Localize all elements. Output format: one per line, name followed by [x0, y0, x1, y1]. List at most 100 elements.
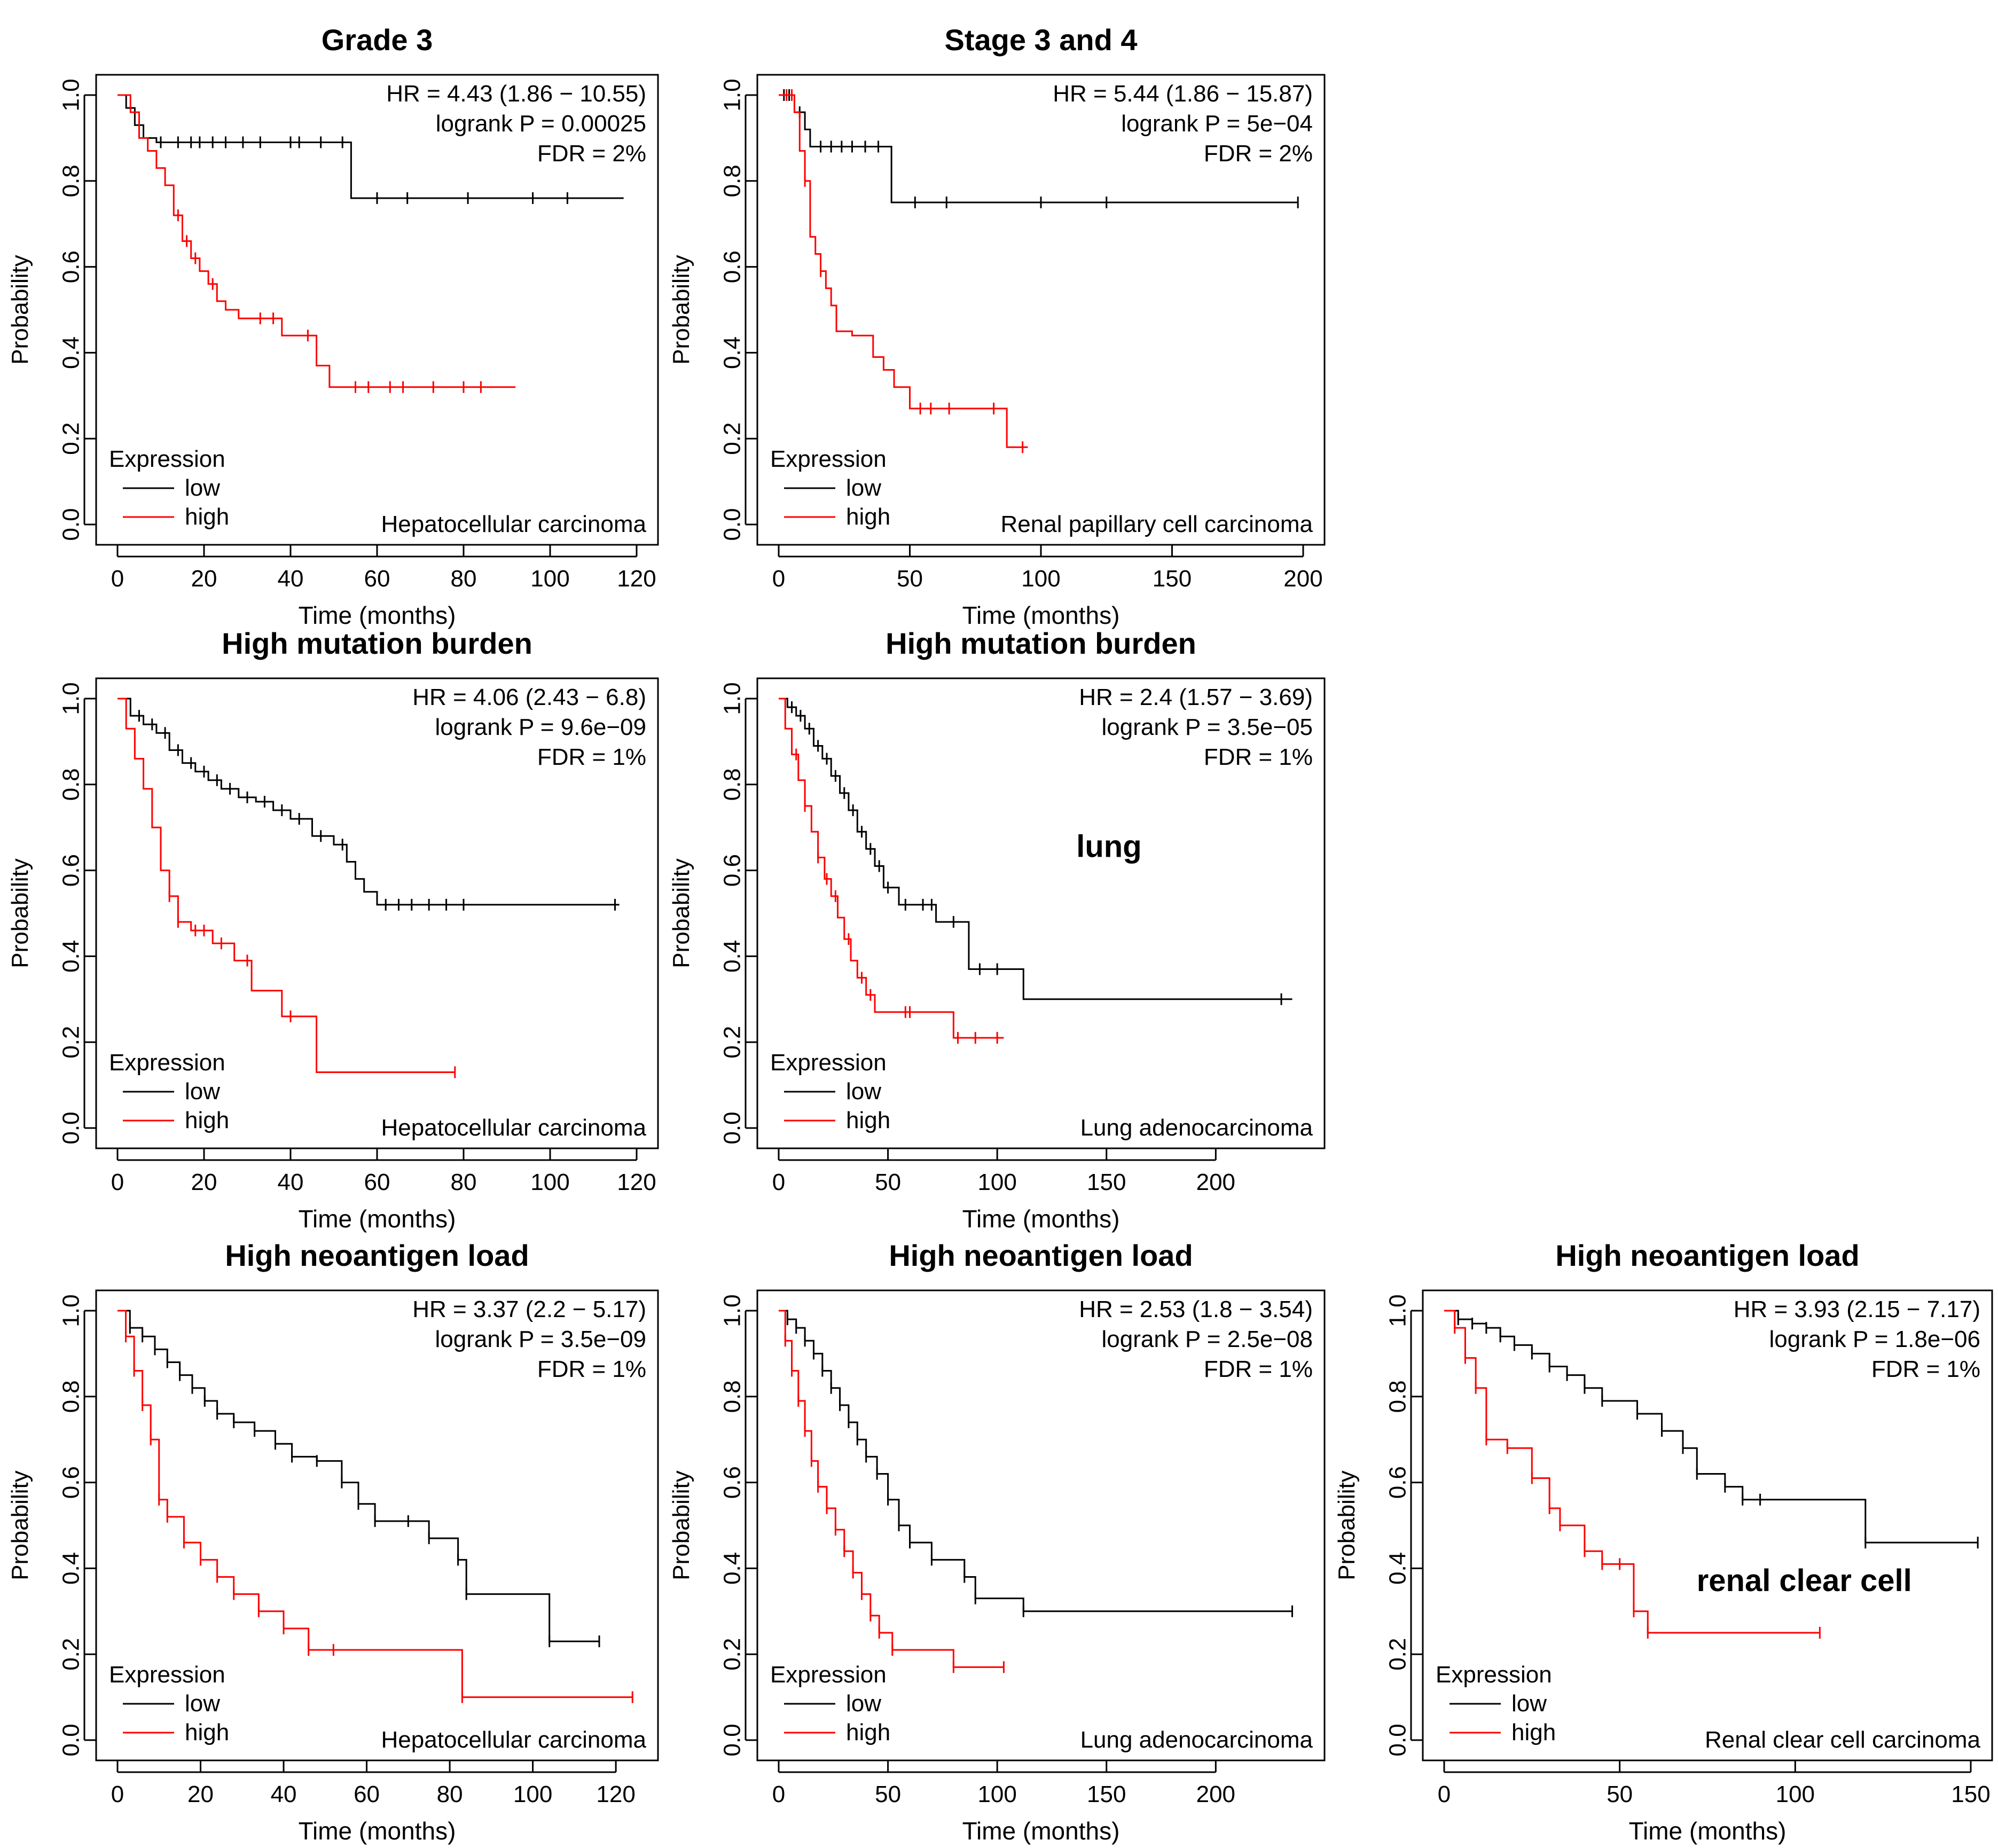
y-tick-label: 0.8: [58, 768, 84, 801]
x-tick-label: 200: [1196, 1169, 1235, 1195]
panel-title: Stage 3 and 4: [944, 23, 1137, 57]
y-axis-label: Probability: [7, 1470, 33, 1580]
x-tick-label: 150: [1087, 1781, 1126, 1807]
y-tick-label: 0.8: [58, 1380, 84, 1413]
x-tick-label: 50: [875, 1781, 901, 1807]
cancer-type-label: Lung adenocarcinoma: [1080, 1727, 1313, 1753]
x-axis-label: Time (months): [1629, 1817, 1787, 1845]
y-tick-label: 0.2: [719, 422, 745, 455]
legend-label: high: [185, 1107, 229, 1133]
x-tick-label: 20: [191, 566, 217, 592]
stats-line: HR = 4.06 (2.43 − 6.8): [412, 684, 646, 710]
stats-line: HR = 4.43 (1.86 − 10.55): [386, 81, 646, 107]
y-tick-label: 0.2: [58, 1638, 84, 1671]
y-tick-label: 0.8: [719, 1380, 745, 1413]
km-panel: High neoantigen load 0 20 40 60 80 100 120 Time …: [7, 1239, 659, 1845]
stats-line: logrank P = 3.5e−09: [435, 1326, 646, 1352]
y-tick-label: 1.0: [719, 682, 745, 715]
x-tick-label: 40: [271, 1781, 297, 1807]
x-tick-label: 100: [1776, 1781, 1815, 1807]
legend-label: low: [185, 1690, 220, 1717]
km-curve-low: [117, 1310, 600, 1642]
y-tick-label: 0.4: [58, 336, 84, 369]
y-tick-label: 1.0: [719, 79, 745, 111]
km-curve-low: [779, 698, 1292, 1000]
stats-line: logrank P = 9.6e−09: [435, 714, 646, 740]
y-tick-label: 0.8: [1384, 1380, 1411, 1413]
y-tick-label: 0.4: [1384, 1552, 1411, 1585]
legend-title: Expression: [770, 446, 887, 472]
y-tick-label: 0.4: [58, 1552, 84, 1585]
stats-line: FDR = 1%: [1204, 744, 1313, 770]
legend-label: low: [185, 1078, 220, 1105]
legend-title: Expression: [770, 1662, 887, 1688]
legend-label: high: [185, 1719, 229, 1745]
stats-line: logrank P = 5e−04: [1121, 111, 1313, 137]
x-tick-label: 80: [437, 1781, 463, 1807]
stats-line: HR = 5.44 (1.86 − 15.87): [1053, 81, 1313, 107]
x-tick-label: 150: [1087, 1169, 1126, 1195]
panel-title: High mutation burden: [886, 627, 1196, 660]
cancer-type-label: Renal papillary cell carcinoma: [1001, 511, 1313, 537]
km-curve-low: [779, 1310, 1292, 1612]
x-tick-label: 50: [1607, 1781, 1633, 1807]
y-tick-label: 0.0: [719, 1724, 745, 1756]
km-panel: High mutation burden 0 20 40 60 80 100 120 Time …: [7, 627, 659, 1233]
x-tick-label: 60: [354, 1781, 380, 1807]
x-tick-label: 0: [772, 1781, 785, 1807]
legend-label: high: [846, 504, 890, 530]
x-tick-label: 0: [772, 1169, 785, 1195]
x-tick-label: 0: [772, 566, 785, 592]
stats-line: FDR = 2%: [1204, 140, 1313, 167]
km-panel: High neoantigen load 0 50 100 150 Time (month…: [1334, 1239, 1993, 1845]
y-tick-label: 0.0: [58, 1111, 84, 1144]
stats-line: HR = 3.37 (2.2 − 5.17): [412, 1296, 646, 1322]
y-tick-label: 1.0: [1384, 1294, 1411, 1327]
y-tick-label: 0.2: [58, 1026, 84, 1059]
y-tick-label: 0.0: [719, 1111, 745, 1144]
panel-title: High mutation burden: [222, 627, 532, 660]
km-curve-high: [117, 698, 455, 1073]
stats-line: FDR = 1%: [537, 744, 646, 770]
stats-line: FDR = 1%: [1871, 1356, 1980, 1382]
x-tick-label: 200: [1196, 1781, 1235, 1807]
legend-label: low: [846, 1690, 881, 1717]
y-tick-label: 0.6: [719, 250, 745, 283]
cancer-type-label: Lung adenocarcinoma: [1080, 1115, 1313, 1141]
x-tick-label: 150: [1153, 566, 1192, 592]
annotation-label: renal clear cell: [1697, 1563, 1912, 1598]
stats-line: logrank P = 0.00025: [436, 111, 646, 137]
y-tick-label: 0.2: [719, 1026, 745, 1059]
stats-line: logrank P = 3.5e−05: [1101, 714, 1313, 740]
stats-line: HR = 2.4 (1.57 − 3.69): [1079, 684, 1313, 710]
legend-label: high: [846, 1107, 890, 1133]
x-tick-label: 60: [364, 1169, 390, 1195]
legend-label: high: [846, 1719, 890, 1745]
y-tick-label: 1.0: [58, 682, 84, 715]
km-curve-high: [117, 94, 516, 388]
x-tick-label: 100: [977, 1169, 1016, 1195]
km-curve-high: [1444, 1310, 1820, 1634]
x-tick-label: 40: [278, 1169, 304, 1195]
x-axis-label: Time (months): [299, 1817, 456, 1845]
km-curve-high: [117, 1310, 633, 1698]
y-tick-label: 0.6: [719, 854, 745, 887]
km-panel: Grade 3 0 20 40 60 80 100 120 Time (months) 0.0 0.…: [7, 23, 659, 629]
stats-line: HR = 3.93 (2.15 − 7.17): [1734, 1296, 1980, 1322]
stats-line: FDR = 1%: [1204, 1356, 1313, 1382]
y-tick-label: 0.0: [1384, 1724, 1411, 1756]
y-tick-label: 1.0: [719, 1294, 745, 1327]
y-tick-label: 0.4: [719, 1552, 745, 1585]
km-curve-high: [779, 1310, 1004, 1668]
stats-line: FDR = 2%: [537, 140, 646, 167]
x-tick-label: 50: [875, 1169, 901, 1195]
x-tick-label: 0: [111, 1781, 124, 1807]
x-axis-label: Time (months): [962, 1817, 1120, 1845]
plot-frame: [95, 1289, 659, 1761]
y-axis-label: Probability: [668, 858, 694, 968]
y-tick-label: 0.8: [58, 165, 84, 197]
legend-label: low: [846, 1078, 881, 1105]
y-tick-label: 0.0: [58, 508, 84, 541]
y-tick-label: 0.4: [58, 940, 84, 973]
